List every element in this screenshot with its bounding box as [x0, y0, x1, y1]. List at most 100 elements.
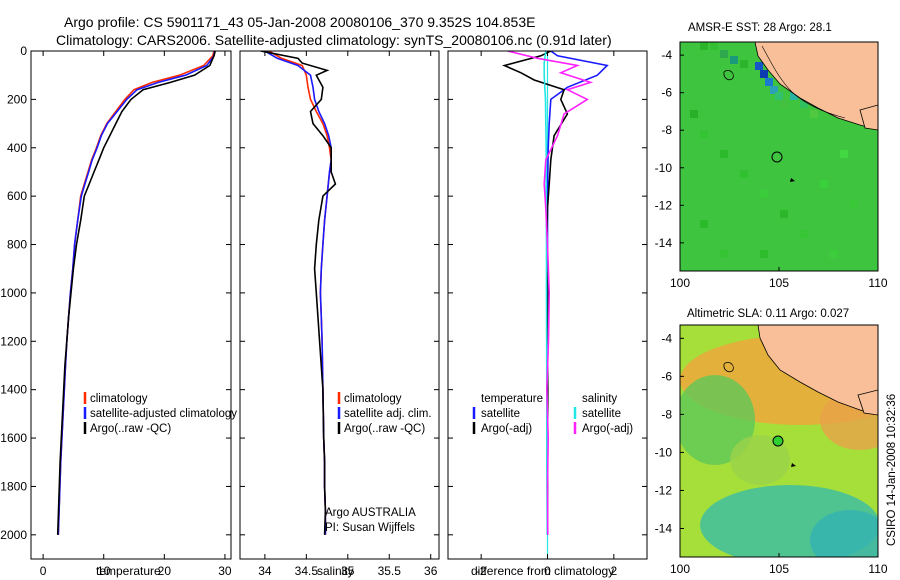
sst-cell [850, 200, 858, 208]
sst-argo-marker [771, 151, 783, 163]
x-tick-label: 36 [424, 564, 438, 578]
x-tick-label: 35.5 [378, 564, 402, 578]
y-tick-label: 1000 [0, 286, 27, 300]
y-tick-label: 800 [7, 238, 27, 252]
x-tick-label: 2 [610, 564, 617, 578]
map-y-tick-label: -10 [655, 161, 673, 175]
series-line-satellite [546, 51, 609, 535]
x-tick-label: 34 [258, 564, 272, 578]
salinity-panel: 34 34.5 35 35.5 36 salinity climatology sate… [239, 50, 440, 578]
map-y-tick-label: -4 [661, 331, 672, 345]
difference-panel: -2 0 2 difference from climatology tempera… [447, 50, 648, 578]
series-line-argo-adj- [507, 51, 594, 535]
series-line-satellite-adjusted-climatology [57, 51, 216, 535]
y-tick-label: 1400 [0, 383, 27, 397]
sst-cell [760, 190, 768, 198]
sst-cell [770, 86, 778, 94]
salinity-annotation-line-1: Argo AUSTRALIA [325, 507, 416, 519]
sst-cell [780, 100, 788, 108]
sst-cell [710, 42, 718, 50]
sst-map-panel: AMSR-E SST: 28 Argo: 28.1 100 105 110 -4 -6 -… [655, 22, 888, 290]
map-y-tick-label: -14 [655, 236, 673, 250]
temperature-lines [56, 51, 216, 535]
sst-cell [720, 250, 728, 258]
series-line-argo-adj- [501, 51, 569, 535]
sst-float-track [790, 178, 795, 182]
sst-cell [700, 42, 708, 50]
sst-cell [830, 250, 838, 258]
x-tick-label: 20 [158, 564, 172, 578]
x-tick-label: 0 [40, 564, 47, 578]
sst-cell [690, 110, 698, 118]
sst-cell [820, 180, 828, 188]
sst-cell [780, 210, 788, 218]
sla-map-ticks: 100 105 110 -4 -6 -8 -10 -12 -14 [655, 331, 888, 576]
legend-label-sal-satellite: satellite [582, 408, 621, 420]
map-y-tick-label: -12 [655, 483, 673, 497]
sst-cell [760, 250, 768, 258]
header-line-1: Argo profile: CS 5901171_43 05-Jan-2008 … [64, 14, 535, 30]
map-x-tick-label: 110 [868, 276, 887, 290]
y-tick-label: 2000 [0, 528, 27, 542]
y-tick-label: 1200 [0, 334, 27, 348]
sla-low-anomaly-southeast [810, 510, 878, 557]
legend-label-climatology: climatology [90, 393, 148, 405]
sst-cell [765, 78, 773, 86]
sst-cell [810, 110, 818, 118]
map-y-tick-label: -4 [661, 48, 672, 62]
sst-cell [760, 70, 768, 78]
y-tick-label: 1800 [0, 479, 27, 493]
y-tick-label: 400 [7, 141, 27, 155]
y-tick-label: 200 [7, 92, 27, 106]
sst-contour [761, 45, 846, 119]
temperature-ticks: 0 10 20 30 0 200 400 600 800 1000 1200 1400 1600 1800… [0, 44, 232, 578]
salinity-axes-frame [239, 50, 440, 560]
sst-cell [720, 150, 728, 158]
y-tick-label: 0 [20, 44, 27, 58]
sla-island [723, 362, 734, 373]
series-line-satellite [543, 51, 549, 535]
map-y-tick-label: -10 [655, 445, 673, 459]
sst-cell [700, 220, 708, 228]
x-tick-label: -2 [476, 564, 487, 578]
sla-land-sumatra [757, 325, 878, 416]
sla-map-field [680, 325, 878, 557]
temperature-panel: 0 10 20 30 0 200 400 600 800 1000 1200 1400 1600 1800… [0, 44, 237, 578]
map-x-tick-label: 105 [769, 276, 789, 290]
y-tick-label: 1600 [0, 431, 27, 445]
map-x-tick-label: 105 [769, 562, 789, 576]
map-y-tick-label: -6 [661, 86, 672, 100]
sst-cell [740, 60, 748, 68]
x-tick-label: 30 [218, 564, 232, 578]
sla-land-java [857, 389, 878, 416]
sst-cell [800, 230, 808, 238]
sst-land-sumatra [754, 42, 878, 131]
x-tick-label: 34.5 [295, 564, 319, 578]
sst-cell [730, 56, 738, 64]
legend-label-sal-argo: Argo(-adj) [582, 423, 633, 435]
temperature-legend: climatology satellite-adjusted climatolo… [83, 392, 237, 435]
sla-float-track [791, 463, 796, 467]
sst-cell [775, 92, 783, 100]
legend-label-argo: Argo(..raw -QC) [344, 423, 425, 435]
difference-lines [501, 51, 609, 559]
map-x-tick-label: 110 [868, 562, 887, 576]
map-y-tick-label: -8 [661, 123, 672, 137]
legend-heading-temperature: temperature [481, 393, 543, 405]
credit-stamp: CSIRO 14-Jan-2008 10:32:36 [886, 394, 898, 546]
sst-cell [700, 130, 708, 138]
series-line-argo-raw-qc- [260, 51, 337, 535]
legend-heading-salinity: salinity [582, 393, 617, 405]
header-line-2: Climatology: CARS2006. Satellite-adjuste… [56, 32, 612, 48]
y-tick-label: 600 [7, 189, 27, 203]
x-tick-label: 10 [97, 564, 111, 578]
map-x-tick-label: 100 [670, 562, 690, 576]
sla-low-anomaly-west [680, 375, 755, 465]
legend-label-climatology: climatology [344, 393, 402, 405]
temperature-axes-frame [30, 50, 232, 560]
salinity-lines [260, 51, 337, 535]
sst-cell [840, 150, 848, 158]
sla-map-panel: Altimetric SLA: 0.11 Argo: 0.027 100 105 1… [655, 308, 888, 576]
map-x-tick-label: 100 [670, 276, 690, 290]
